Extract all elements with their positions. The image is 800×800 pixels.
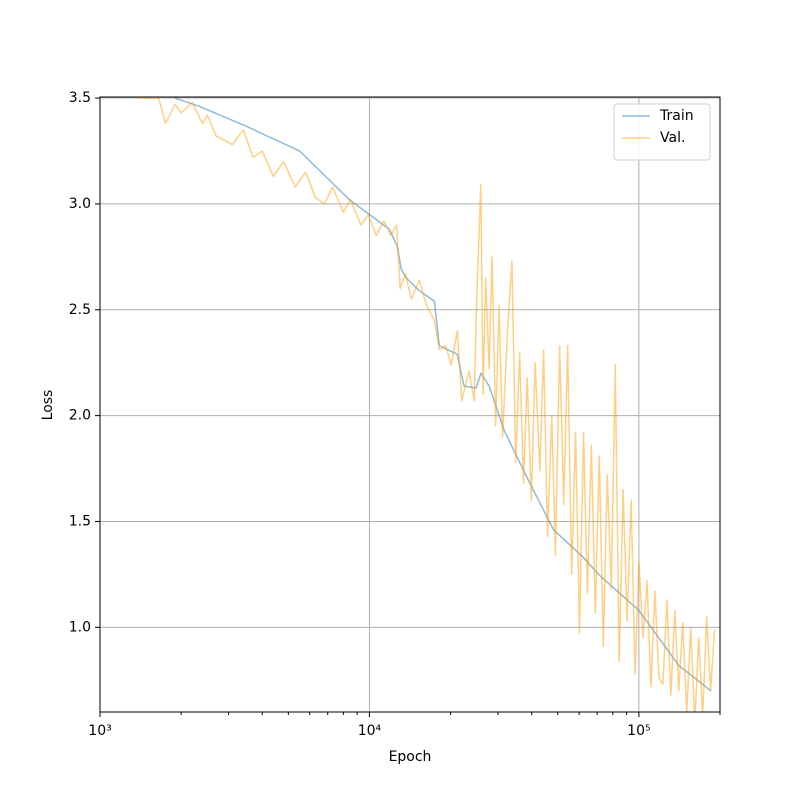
- x-tick-label: 10⁵: [627, 723, 650, 739]
- y-tick-label: 2.0: [69, 408, 91, 424]
- x-tick-label: 10³: [88, 723, 111, 739]
- plot-lines: [139, 97, 716, 712]
- y-tick-label: 2.5: [69, 302, 91, 318]
- legend-label: Train: [659, 108, 694, 124]
- y-tick-label: 3.0: [69, 196, 91, 212]
- axes: 10³ 10⁴ 10⁵ 1.0 1.5 2.0 2.5 3.0 3.5: [69, 90, 721, 739]
- legend: Train Val.: [613, 103, 711, 161]
- x-tick-label: 10⁴: [358, 723, 382, 739]
- series-line: [139, 97, 716, 712]
- legend-label: Val.: [660, 130, 685, 146]
- y-tick-label: 1.0: [69, 619, 91, 635]
- y-tick-label: 1.5: [69, 513, 91, 529]
- y-axis-label: Loss: [40, 390, 56, 421]
- x-axis-label: Epoch: [389, 749, 432, 765]
- y-tick-label: 3.5: [69, 90, 91, 106]
- plot-frame: [99, 96, 721, 713]
- legend-box: [613, 103, 711, 161]
